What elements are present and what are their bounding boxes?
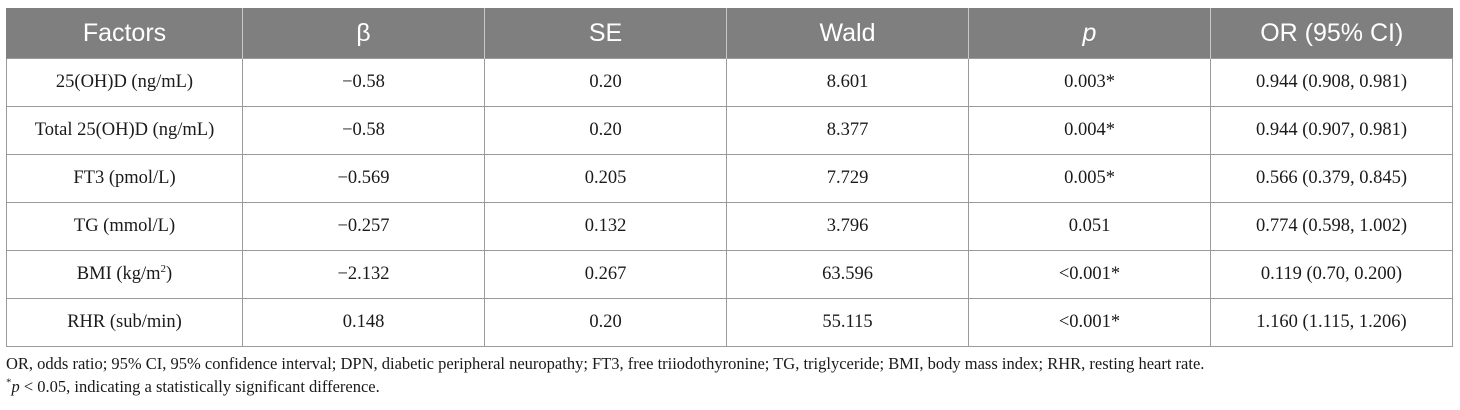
cell-or: 0.944 (0.907, 0.981) <box>1210 106 1453 155</box>
cell-p: 0.004* <box>968 106 1211 155</box>
factor-text: BMI (kg/m <box>76 264 161 284</box>
table-footnotes: OR, odds ratio; 95% CI, 95% confidence i… <box>6 352 1452 398</box>
footnote-abbreviations: OR, odds ratio; 95% CI, 95% confidence i… <box>6 354 1205 373</box>
superscript: 2 <box>160 262 167 275</box>
header-or: OR (95% CI) <box>1210 8 1453 59</box>
footnote-star: * <box>6 376 12 389</box>
cell-factor: FT3 (pmol/L) <box>6 154 243 203</box>
cell-factor: Total 25(OH)D (ng/mL) <box>6 106 243 155</box>
table-row: FT3 (pmol/L) −0.569 0.205 7.729 0.005* 0… <box>6 154 1453 203</box>
cell-factor: RHR (sub/min) <box>6 298 243 347</box>
cell-beta: −0.569 <box>242 154 485 203</box>
cell-se: 0.267 <box>484 250 727 299</box>
cell-beta: 0.148 <box>242 298 485 347</box>
footnote-significance: *p < 0.05, indicating a statistically si… <box>6 375 1452 398</box>
factor-text-end: ) <box>166 264 173 284</box>
cell-wald: 63.596 <box>726 250 969 299</box>
cell-or: 0.774 (0.598, 1.002) <box>1210 202 1453 251</box>
regression-table-container: Factors β SE Wald p OR (95% CI) 25(OH)D … <box>6 8 1453 347</box>
cell-wald: 7.729 <box>726 154 969 203</box>
table-header-row: Factors β SE Wald p OR (95% CI) <box>6 8 1453 59</box>
table-row: TG (mmol/L) −0.257 0.132 3.796 0.051 0.7… <box>6 202 1453 251</box>
cell-or: 0.119 (0.70, 0.200) <box>1210 250 1453 299</box>
header-wald: Wald <box>726 8 969 59</box>
cell-p: 0.003* <box>968 58 1211 107</box>
cell-factor: 25(OH)D (ng/mL) <box>6 58 243 107</box>
cell-p: 0.051 <box>968 202 1211 251</box>
cell-beta: −0.58 <box>242 58 485 107</box>
cell-p: <0.001* <box>968 250 1211 299</box>
table-row: 25(OH)D (ng/mL) −0.58 0.20 8.601 0.003* … <box>6 58 1453 107</box>
cell-wald: 8.601 <box>726 58 969 107</box>
cell-factor: TG (mmol/L) <box>6 202 243 251</box>
header-p: p <box>968 8 1211 59</box>
cell-factor: BMI (kg/m2) <box>6 250 243 299</box>
header-factors: Factors <box>6 8 243 59</box>
header-se: SE <box>484 8 727 59</box>
cell-se: 0.20 <box>484 298 727 347</box>
cell-beta: −2.132 <box>242 250 485 299</box>
cell-wald: 3.796 <box>726 202 969 251</box>
cell-or: 0.944 (0.908, 0.981) <box>1210 58 1453 107</box>
cell-se: 0.132 <box>484 202 727 251</box>
cell-se: 0.205 <box>484 154 727 203</box>
cell-or: 1.160 (1.115, 1.206) <box>1210 298 1453 347</box>
cell-p: 0.005* <box>968 154 1211 203</box>
cell-beta: −0.257 <box>242 202 485 251</box>
regression-table: Factors β SE Wald p OR (95% CI) 25(OH)D … <box>6 8 1453 347</box>
cell-wald: 8.377 <box>726 106 969 155</box>
cell-wald: 55.115 <box>726 298 969 347</box>
cell-p: <0.001* <box>968 298 1211 347</box>
table-row: Total 25(OH)D (ng/mL) −0.58 0.20 8.377 0… <box>6 106 1453 155</box>
cell-beta: −0.58 <box>242 106 485 155</box>
table-row: RHR (sub/min) 0.148 0.20 55.115 <0.001* … <box>6 298 1453 347</box>
cell-or: 0.566 (0.379, 0.845) <box>1210 154 1453 203</box>
footnote-significance-text: < 0.05, indicating a statistically signi… <box>19 377 380 396</box>
cell-se: 0.20 <box>484 106 727 155</box>
header-beta: β <box>242 8 485 59</box>
footnote-p-symbol: p <box>11 377 20 396</box>
table-row: BMI (kg/m2) −2.132 0.267 63.596 <0.001* … <box>6 250 1453 299</box>
cell-se: 0.20 <box>484 58 727 107</box>
